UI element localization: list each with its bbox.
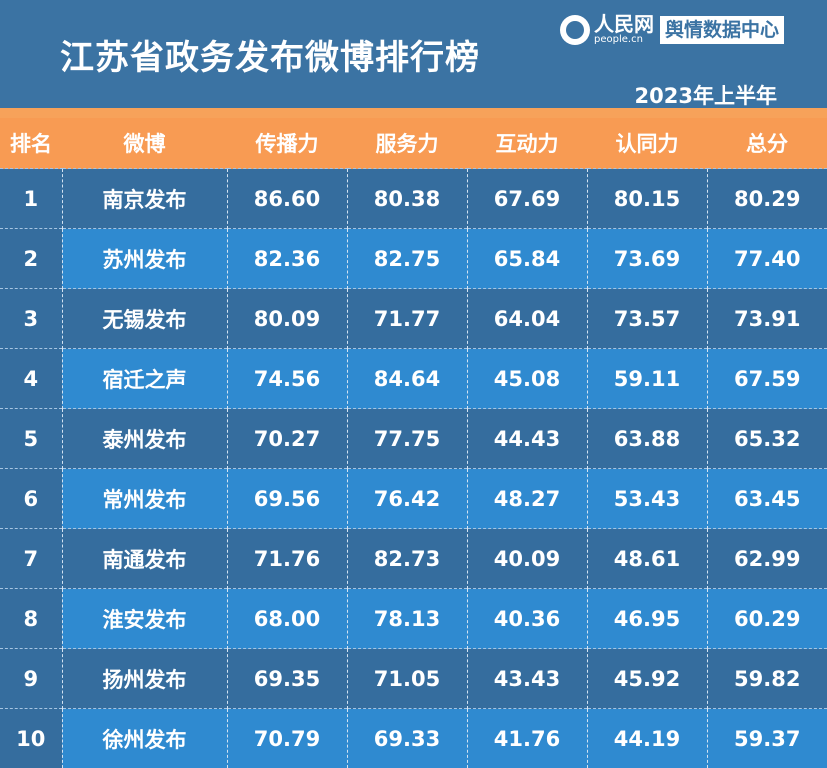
- cell-recognition-score: 48.61: [587, 529, 707, 589]
- cell-recognition-score: 59.11: [587, 349, 707, 409]
- column-header-rank: 排名: [0, 118, 62, 169]
- cell-weibo-name: 扬州发布: [62, 649, 227, 709]
- cell-total-score: 59.82: [707, 649, 827, 709]
- cell-total-score: 80.29: [707, 169, 827, 229]
- cell-interaction-score: 65.84: [467, 229, 587, 289]
- cell-reach-score: 82.36: [227, 229, 347, 289]
- cell-rank: 4: [0, 349, 62, 409]
- cell-interaction-score: 43.43: [467, 649, 587, 709]
- cell-rank: 9: [0, 649, 62, 709]
- cell-total-score: 60.29: [707, 589, 827, 649]
- cell-service-score: 76.42: [347, 469, 467, 529]
- cell-recognition-score: 80.15: [587, 169, 707, 229]
- cell-interaction-score: 67.69: [467, 169, 587, 229]
- column-header-weibo: 微博: [62, 118, 227, 169]
- cell-recognition-score: 73.57: [587, 289, 707, 349]
- cell-weibo-name: 泰州发布: [62, 409, 227, 469]
- page-title: 江苏省政务发布微博排行榜: [60, 30, 480, 79]
- cell-reach-score: 80.09: [227, 289, 347, 349]
- cell-interaction-score: 48.27: [467, 469, 587, 529]
- cell-rank: 6: [0, 469, 62, 529]
- table-header-row: 排名 微博 传播力 服务力 互动力 认同力 总分: [0, 118, 827, 169]
- cell-weibo-name: 苏州发布: [62, 229, 227, 289]
- cell-total-score: 73.91: [707, 289, 827, 349]
- cell-total-score: 59.37: [707, 709, 827, 768]
- cell-reach-score: 70.79: [227, 709, 347, 768]
- cell-weibo-name: 南通发布: [62, 529, 227, 589]
- cell-interaction-score: 44.43: [467, 409, 587, 469]
- cell-service-score: 82.73: [347, 529, 467, 589]
- cell-total-score: 77.40: [707, 229, 827, 289]
- cell-recognition-score: 45.92: [587, 649, 707, 709]
- cell-service-score: 82.75: [347, 229, 467, 289]
- cell-weibo-name: 无锡发布: [62, 289, 227, 349]
- logo-text: 人民网 people.cn: [594, 14, 654, 46]
- cell-service-score: 69.33: [347, 709, 467, 768]
- logo-name: 人民网: [594, 14, 654, 34]
- cell-rank: 10: [0, 709, 62, 768]
- period-subtitle: 2023年上半年: [635, 80, 777, 110]
- cell-total-score: 63.45: [707, 469, 827, 529]
- people-logo-icon: [560, 15, 590, 45]
- cell-interaction-score: 40.09: [467, 529, 587, 589]
- cell-weibo-name: 淮安发布: [62, 589, 227, 649]
- column-header-total: 总分: [707, 118, 827, 169]
- column-header-service: 服务力: [347, 118, 467, 169]
- cell-recognition-score: 73.69: [587, 229, 707, 289]
- cell-interaction-score: 45.08: [467, 349, 587, 409]
- cell-interaction-score: 41.76: [467, 709, 587, 768]
- cell-total-score: 67.59: [707, 349, 827, 409]
- cell-reach-score: 71.76: [227, 529, 347, 589]
- cell-rank: 2: [0, 229, 62, 289]
- cell-rank: 8: [0, 589, 62, 649]
- cell-reach-score: 70.27: [227, 409, 347, 469]
- cell-service-score: 80.38: [347, 169, 467, 229]
- logo-badge: 舆情数据中心: [660, 16, 784, 44]
- cell-rank: 7: [0, 529, 62, 589]
- cell-reach-score: 74.56: [227, 349, 347, 409]
- cell-rank: 5: [0, 409, 62, 469]
- cell-weibo-name: 徐州发布: [62, 709, 227, 768]
- cell-interaction-score: 64.04: [467, 289, 587, 349]
- cell-weibo-name: 常州发布: [62, 469, 227, 529]
- cell-service-score: 77.75: [347, 409, 467, 469]
- column-header-recognition: 认同力: [587, 118, 707, 169]
- cell-interaction-score: 40.36: [467, 589, 587, 649]
- cell-rank: 3: [0, 289, 62, 349]
- cell-total-score: 62.99: [707, 529, 827, 589]
- cell-service-score: 84.64: [347, 349, 467, 409]
- cell-service-score: 71.05: [347, 649, 467, 709]
- cell-recognition-score: 44.19: [587, 709, 707, 768]
- cell-recognition-score: 46.95: [587, 589, 707, 649]
- column-header-reach: 传播力: [227, 118, 347, 169]
- cell-reach-score: 69.56: [227, 469, 347, 529]
- header: 江苏省政务发布微博排行榜 人民网 people.cn 舆情数据中心 2023年上…: [0, 0, 827, 108]
- column-header-interaction: 互动力: [467, 118, 587, 169]
- logo: 人民网 people.cn 舆情数据中心: [560, 14, 784, 46]
- cell-rank: 1: [0, 169, 62, 229]
- cell-reach-score: 86.60: [227, 169, 347, 229]
- cell-service-score: 71.77: [347, 289, 467, 349]
- cell-recognition-score: 63.88: [587, 409, 707, 469]
- cell-weibo-name: 宿迁之声: [62, 349, 227, 409]
- cell-service-score: 78.13: [347, 589, 467, 649]
- cell-reach-score: 69.35: [227, 649, 347, 709]
- cell-weibo-name: 南京发布: [62, 169, 227, 229]
- cell-recognition-score: 53.43: [587, 469, 707, 529]
- cell-reach-score: 68.00: [227, 589, 347, 649]
- cell-total-score: 65.32: [707, 409, 827, 469]
